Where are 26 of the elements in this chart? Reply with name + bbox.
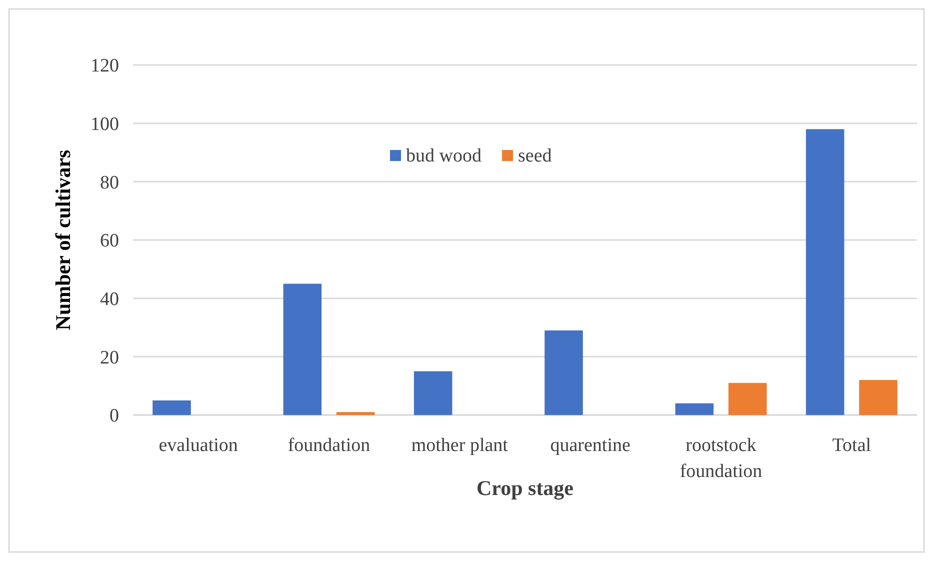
legend-label: bud wood (406, 146, 482, 167)
y-tick-label: 20 (100, 347, 119, 368)
x-tick-label: mother plant (411, 435, 509, 456)
x-tick-label: rootstock foundation (680, 435, 763, 482)
y-tick-label: 120 (90, 56, 119, 77)
y-tick-label: 100 (90, 114, 119, 135)
x-tick-label: evaluation (158, 435, 238, 456)
x-axis-title: Crop stage (476, 476, 574, 500)
y-axis-title: Number of cultivars (51, 150, 75, 330)
x-tick-label: foundation (288, 435, 371, 456)
x-tick-label: Total (832, 435, 872, 456)
bar (806, 129, 844, 415)
legend-label: seed (518, 146, 552, 167)
bar (544, 330, 583, 415)
bar (728, 382, 767, 415)
x-tick-label: quarentine (550, 435, 630, 456)
bar (152, 400, 191, 415)
y-tick-label: 80 (100, 172, 119, 194)
bar (414, 371, 452, 415)
bar (283, 284, 322, 415)
bar (336, 412, 375, 415)
y-tick-label: 0 (110, 406, 119, 427)
y-tick-label: 60 (100, 230, 119, 252)
y-tick-label: 40 (100, 288, 119, 310)
bar (675, 403, 714, 415)
bar (859, 380, 898, 415)
